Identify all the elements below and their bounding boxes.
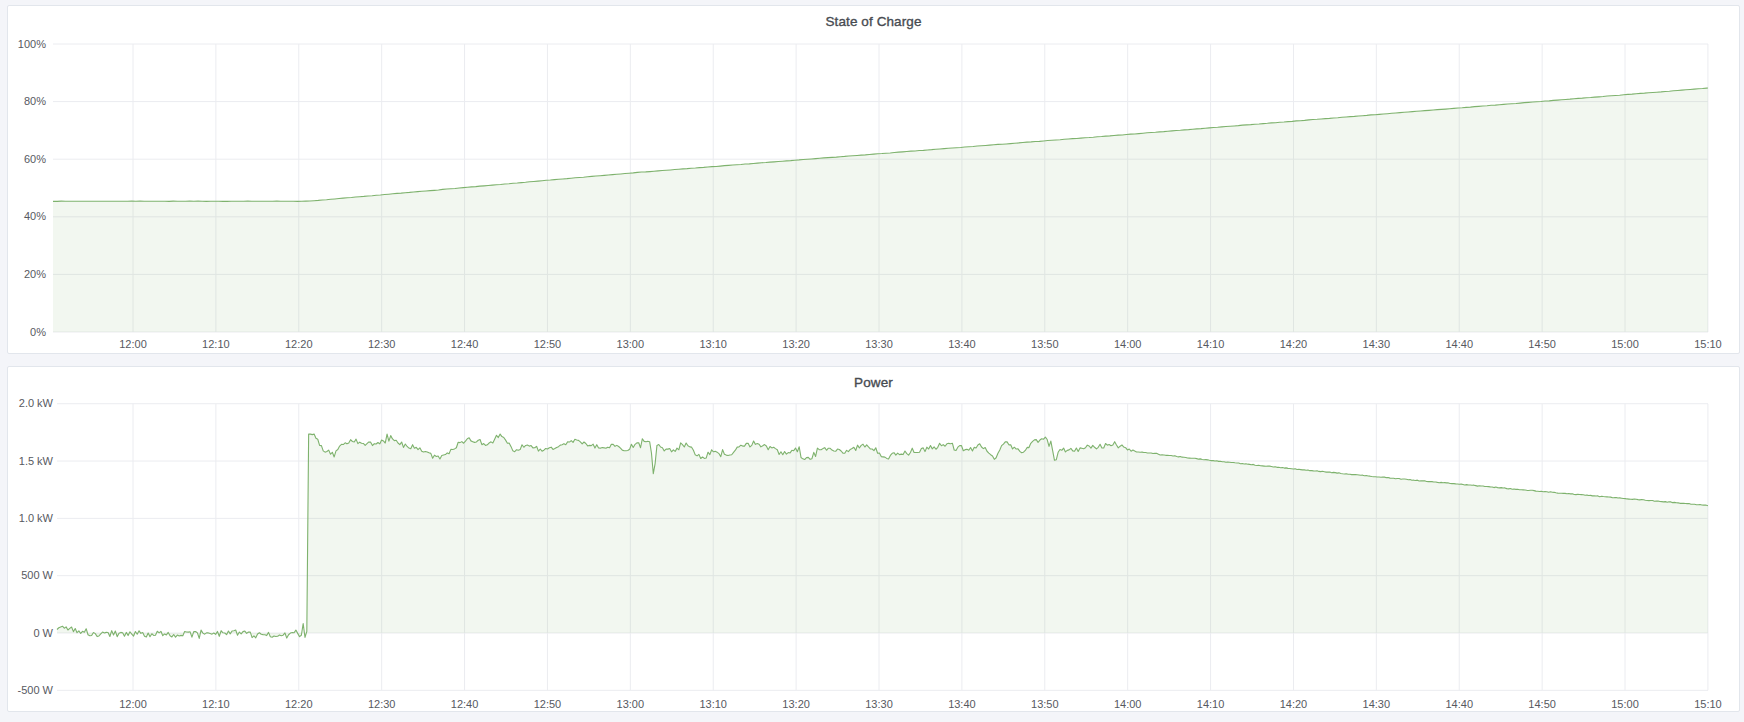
x-tick-label: 13:10 (699, 698, 727, 710)
series-fill (53, 88, 1708, 332)
x-tick-label: 13:50 (1031, 338, 1059, 350)
x-tick-label: 14:50 (1528, 698, 1556, 710)
x-tick-label: 13:30 (865, 698, 893, 710)
panel-title-state-of-charge[interactable]: State of Charge (8, 6, 1739, 36)
y-tick-label: 100% (18, 38, 46, 50)
x-tick-label: 12:50 (534, 698, 562, 710)
x-tick-label: 13:50 (1031, 698, 1059, 710)
y-tick-label: 80% (24, 95, 46, 107)
x-tick-label: 12:30 (368, 698, 396, 710)
x-tick-label: 14:10 (1197, 698, 1225, 710)
x-tick-label: 12:50 (534, 338, 562, 350)
x-tick-label: 12:20 (285, 338, 313, 350)
x-tick-label: 12:40 (451, 338, 479, 350)
panel-title-power[interactable]: Power (8, 367, 1739, 397)
x-tick-label: 13:40 (948, 338, 976, 350)
x-tick-label: 13:20 (782, 338, 810, 350)
y-tick-label: 1.5 kW (19, 455, 54, 467)
x-tick-label: 14:30 (1363, 698, 1391, 710)
power-chart: -500 W 0 W 500 W 1.0 kW 1.5 kW 2.0 kW 12:00 12:… (8, 367, 1739, 711)
x-tick-label: 14:40 (1445, 338, 1473, 350)
x-tick-label: 14:30 (1363, 338, 1391, 350)
x-tick-label: 15:00 (1611, 338, 1639, 350)
panel-power: -500 W 0 W 500 W 1.0 kW 1.5 kW 2.0 kW 12:00 12:… (7, 366, 1740, 712)
y-tick-label: 1.0 kW (19, 512, 54, 524)
x-tick-label: 13:00 (617, 338, 645, 350)
x-tick-label: 12:40 (451, 698, 479, 710)
x-tick-label: 14:10 (1197, 338, 1225, 350)
x-tick-label: 15:10 (1694, 338, 1722, 350)
x-tick-label: 15:10 (1694, 698, 1722, 710)
x-tick-label: 13:30 (865, 338, 893, 350)
y-tick-label: 20% (24, 268, 46, 280)
x-tick-label: 13:40 (948, 698, 976, 710)
x-tick-label: 14:20 (1280, 698, 1308, 710)
x-tick-label: 12:00 (119, 338, 147, 350)
y-tick-label: -500 W (18, 684, 54, 696)
x-tick-label: 14:50 (1528, 338, 1556, 350)
x-tick-label: 14:00 (1114, 698, 1142, 710)
x-tick-label: 12:10 (202, 338, 230, 350)
y-tick-label: 500 W (21, 569, 53, 581)
x-tick-label: 12:30 (368, 338, 396, 350)
y-tick-label: 40% (24, 210, 46, 222)
series-fill (57, 434, 1708, 638)
state-of-charge-chart: 0% 20% 40% 60% 80% 100% 12:00 12:10 12:20 12:30 12… (8, 6, 1739, 353)
panel-state-of-charge: 0% 20% 40% 60% 80% 100% 12:00 12:10 12:20 12:30 12… (7, 5, 1740, 354)
x-tick-label: 14:40 (1445, 698, 1473, 710)
y-tick-label: 0% (30, 326, 46, 338)
x-tick-label: 13:10 (699, 338, 727, 350)
y-tick-label: 0 W (33, 627, 53, 639)
x-tick-label: 13:00 (617, 698, 645, 710)
x-tick-label: 13:20 (782, 698, 810, 710)
y-tick-label: 60% (24, 153, 46, 165)
x-tick-label: 14:00 (1114, 338, 1142, 350)
x-tick-label: 14:20 (1280, 338, 1308, 350)
x-tick-label: 12:00 (119, 698, 147, 710)
x-tick-label: 12:10 (202, 698, 230, 710)
x-tick-label: 12:20 (285, 698, 313, 710)
x-tick-label: 15:00 (1611, 698, 1639, 710)
y-tick-label: 2.0 kW (19, 397, 54, 409)
